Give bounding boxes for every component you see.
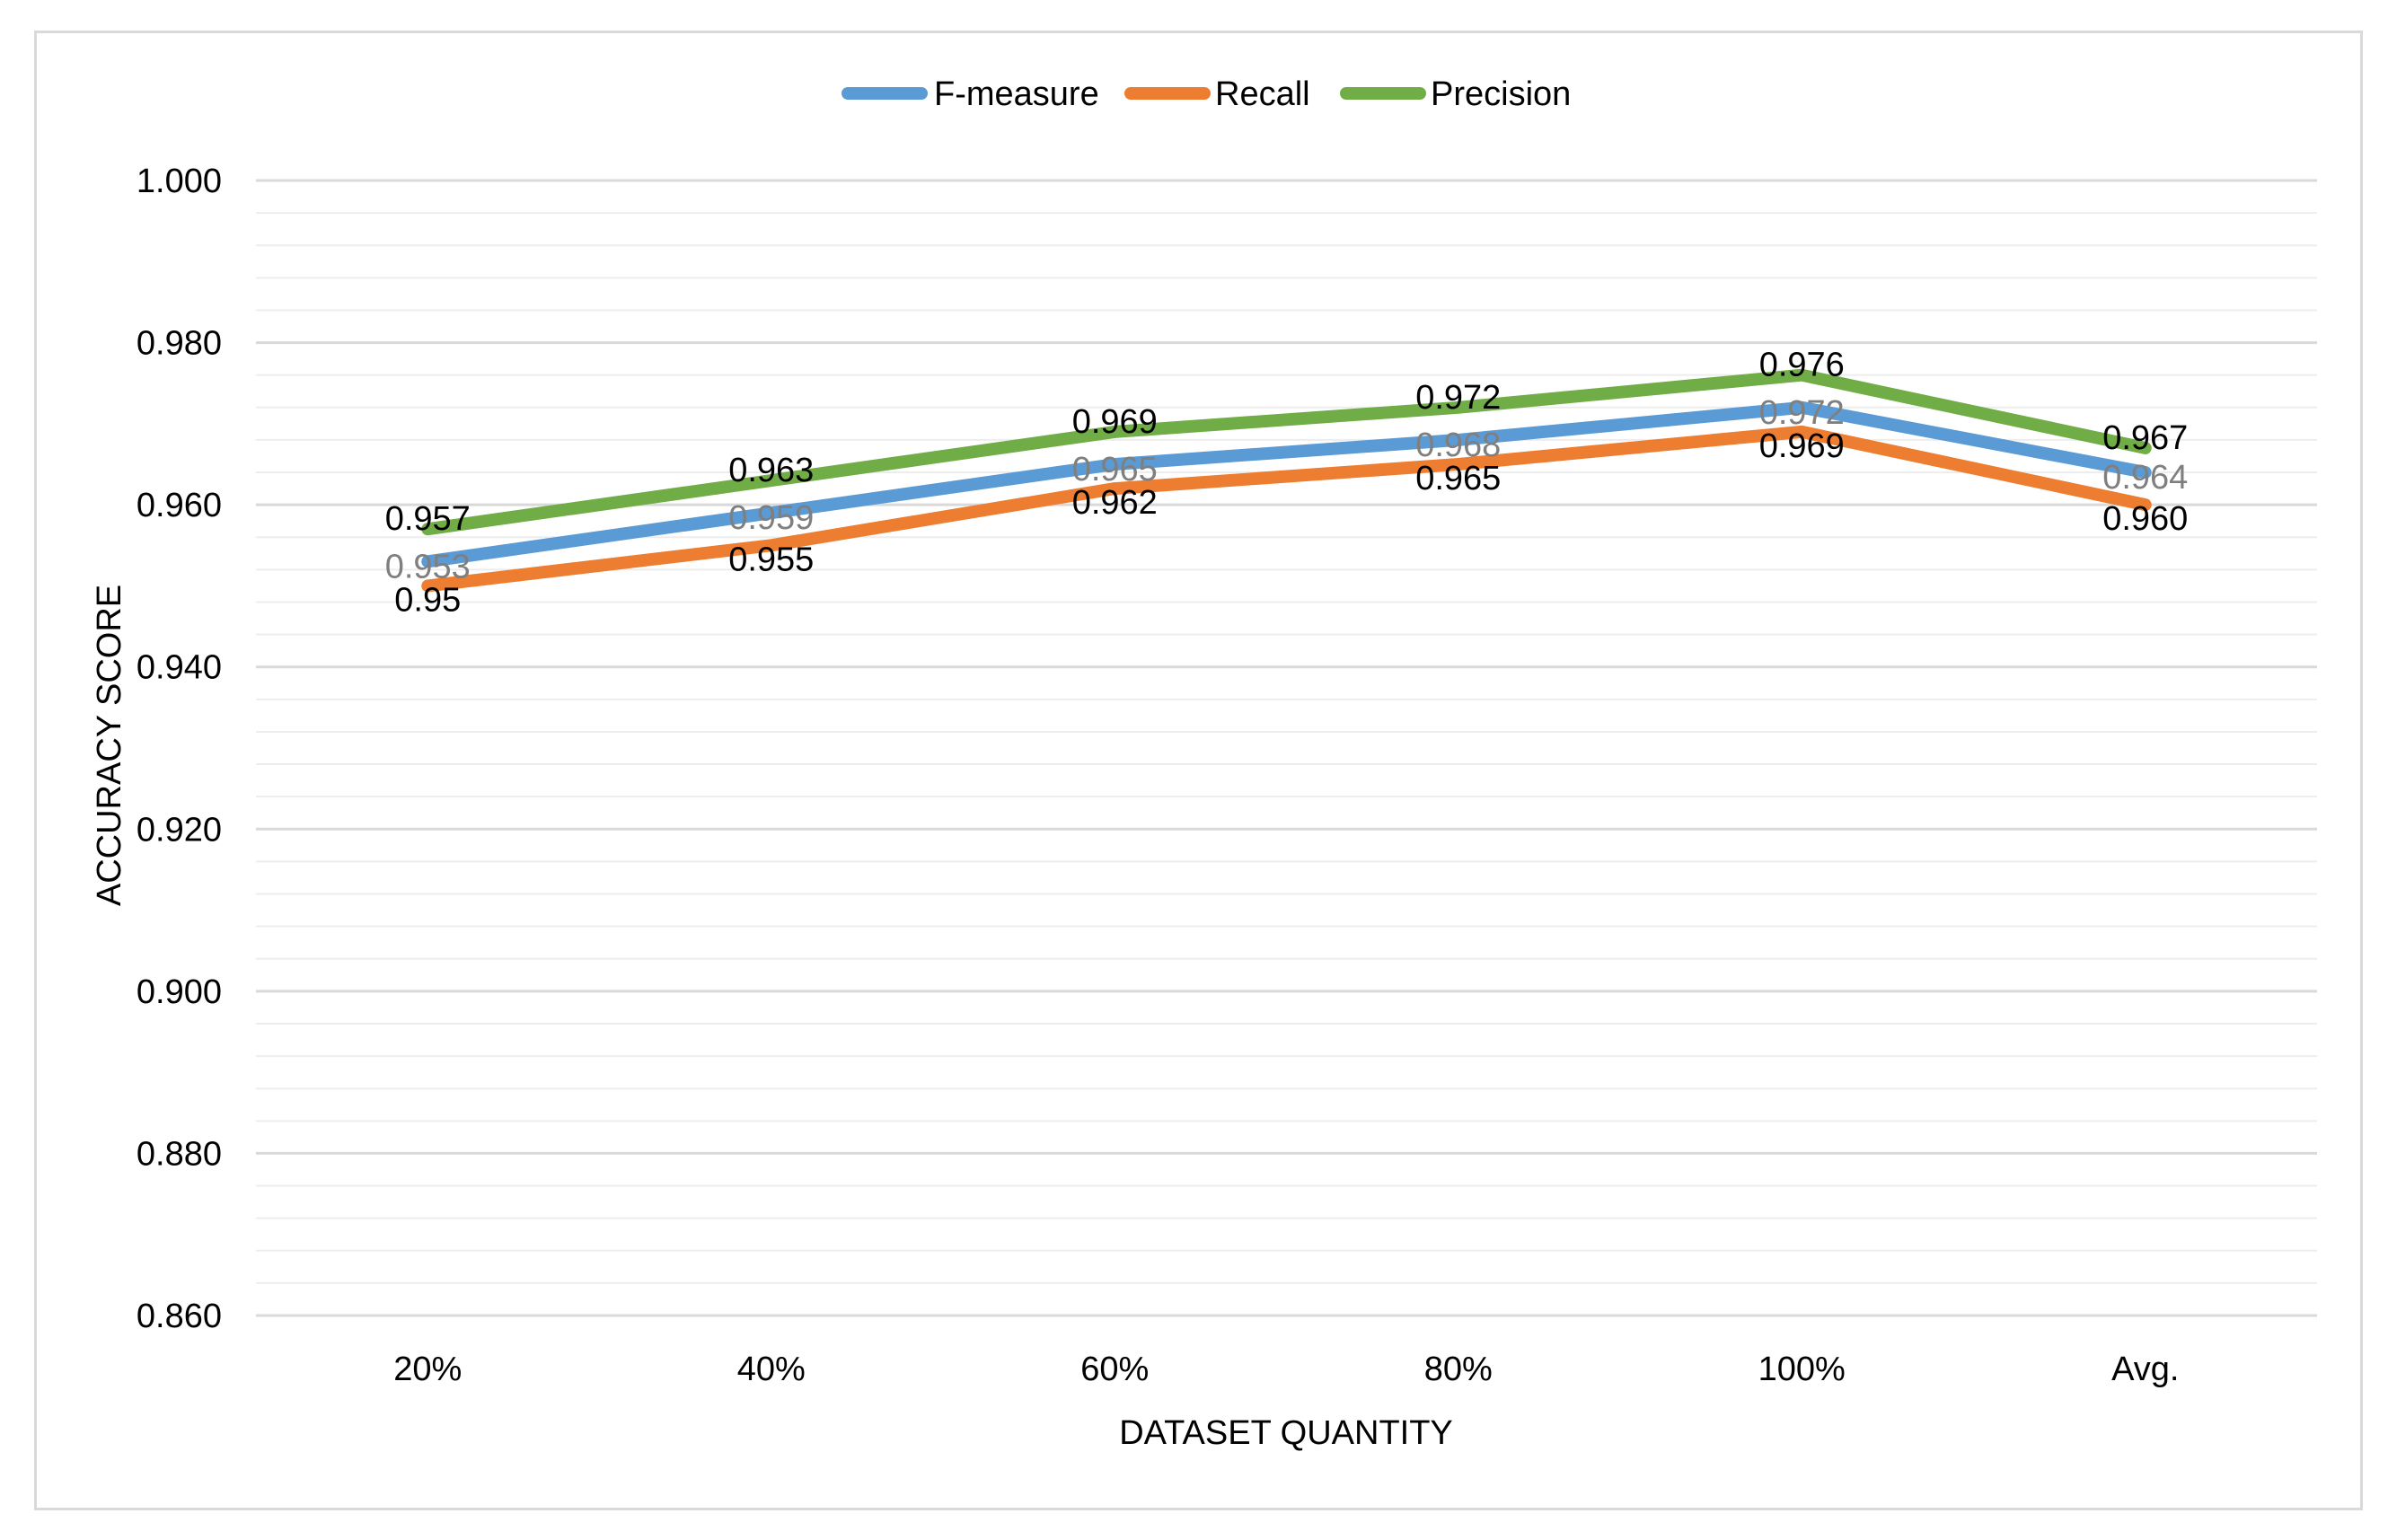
data-label: 0.95 <box>394 581 461 619</box>
data-label: 0.972 <box>1415 379 1501 417</box>
y-tick-label: 1.000 <box>137 163 222 200</box>
y-axis-ticks: 0.860 0.880 0.900 0.920 0.940 0.960 0.980 1.000 <box>137 163 222 1335</box>
grid-lines <box>256 179 2317 1317</box>
data-label: 0.968 <box>1415 427 1501 464</box>
data-label: 0.964 <box>2102 459 2188 497</box>
y-tick-label: 0.980 <box>137 325 222 363</box>
legend-label: Recall <box>1215 75 1310 113</box>
x-axis-title: DATASET QUANTITY <box>1119 1414 1453 1452</box>
y-tick-label: 0.940 <box>137 649 222 687</box>
data-label: 0.972 <box>1759 394 1845 432</box>
legend: F-measure Recall Precision <box>842 75 1571 113</box>
data-label: 0.957 <box>385 500 471 538</box>
x-tick-label: 60% <box>1080 1351 1149 1388</box>
series-lines <box>421 368 2152 593</box>
legend-label: Precision <box>1431 75 1571 113</box>
data-label: 0.965 <box>1072 451 1158 488</box>
data-label: 0.963 <box>728 452 814 489</box>
data-label: 0.976 <box>1759 347 1845 384</box>
data-labels: 0.9530.9590.9650.9680.9720.9640.950.9550… <box>385 347 2189 620</box>
x-tick-label: 40% <box>737 1351 806 1388</box>
y-axis-title: ACCURACY SCORE <box>91 585 128 906</box>
series-line-f-measure <box>421 400 2152 568</box>
y-tick-label: 0.900 <box>137 973 222 1011</box>
data-label: 0.969 <box>1759 427 1845 465</box>
x-tick-label: 20% <box>393 1351 462 1388</box>
x-tick-label: Avg. <box>2111 1351 2179 1388</box>
data-label: 0.967 <box>2102 419 2188 457</box>
x-tick-label: 100% <box>1758 1351 1846 1388</box>
y-tick-label: 0.880 <box>137 1135 222 1173</box>
x-tick-label: 80% <box>1424 1351 1493 1388</box>
y-tick-label: 0.960 <box>137 487 222 524</box>
data-label: 0.953 <box>385 548 471 585</box>
data-label: 0.960 <box>2102 500 2188 538</box>
series-line-recall <box>421 425 2152 593</box>
data-label: 0.969 <box>1072 403 1158 441</box>
series-line-precision <box>421 368 2152 536</box>
data-label: 0.959 <box>728 499 814 537</box>
data-label: 0.955 <box>728 541 814 578</box>
y-tick-label: 0.860 <box>137 1298 222 1335</box>
y-tick-label: 0.920 <box>137 811 222 849</box>
x-axis-ticks: 20% 40% 60% 80% 100% Avg. <box>393 1351 2179 1388</box>
data-label: 0.962 <box>1072 484 1158 522</box>
legend-label: F-measure <box>934 75 1099 113</box>
data-label: 0.965 <box>1415 460 1501 497</box>
